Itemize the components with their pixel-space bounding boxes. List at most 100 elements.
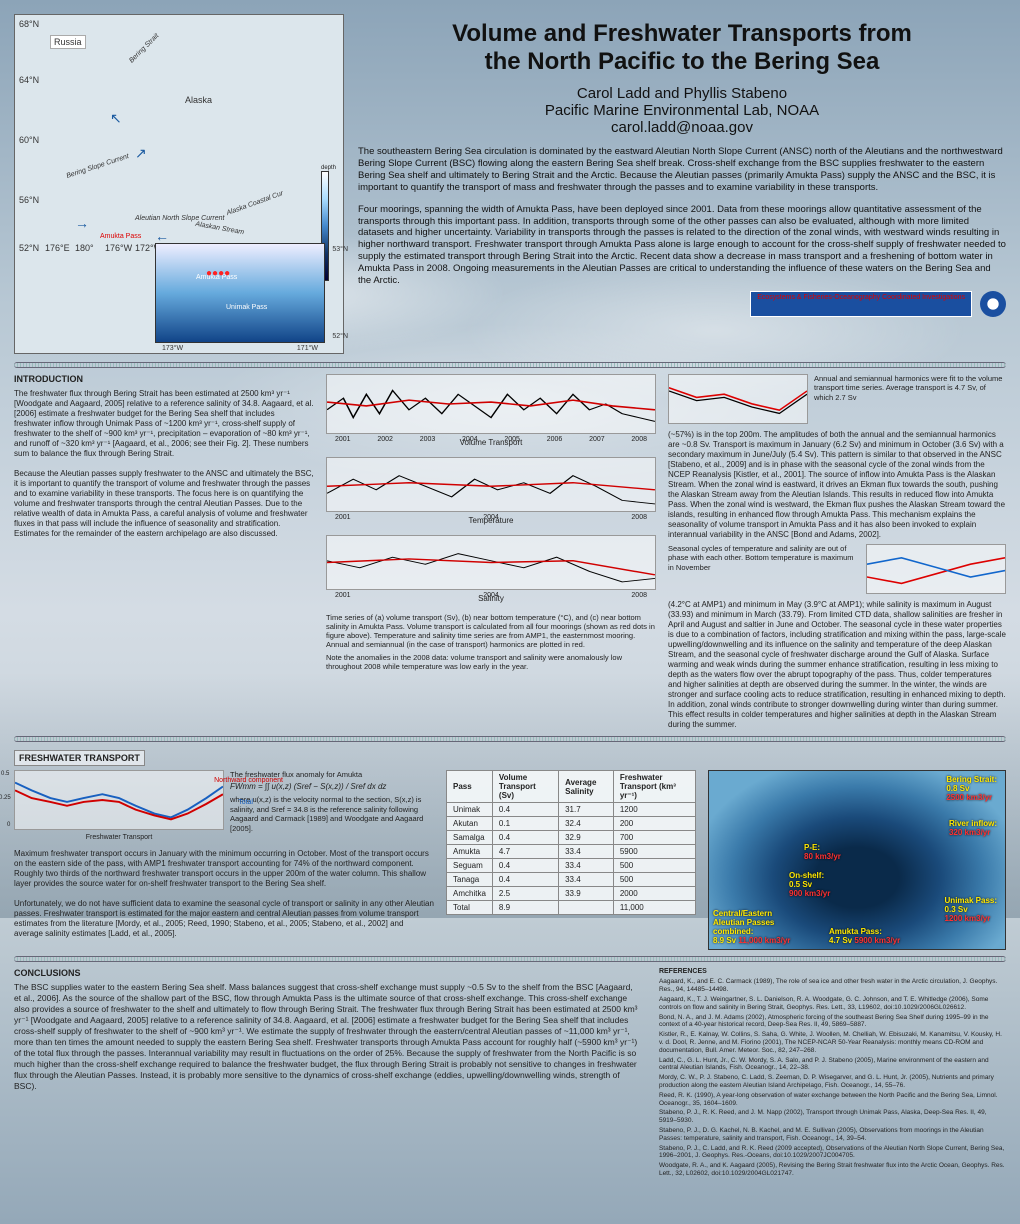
ansc-label: Aleutian North Slope Current — [135, 215, 225, 222]
year-tick: 2007 — [589, 436, 605, 443]
alaska-label: Alaska — [185, 95, 212, 105]
table-cell: 700 — [613, 831, 695, 845]
conclusions-column: CONCLUSIONS The BSC supplies water to th… — [14, 968, 639, 1180]
reference-entry: Reed, R. K. (1990), A year-long observat… — [659, 1092, 1006, 1108]
map-bering-strait: Bering Strait: 0.8 Sv 2500 km3/yr — [946, 775, 997, 802]
lbl-text: Amukta Pass: — [829, 927, 882, 936]
reference-entry: Kistler, R., E. Kalnay, W. Collins, S. S… — [659, 1031, 1006, 1054]
table-cell: 31.7 — [559, 803, 614, 817]
lbl-text: 11,000 km3/yr — [738, 936, 790, 945]
pass-transport-table: Pass Volume Transport (Sv) Average Salin… — [446, 770, 696, 915]
title-line-2: the North Pacific to the Bering Sea — [485, 48, 880, 75]
year-tick: 2004 — [483, 592, 499, 599]
table-cell: 8.9 — [492, 901, 558, 915]
chart-volume-transport: 2001 2002 2003 2004 2005 2006 2007 2008 — [326, 374, 656, 434]
ft-left-p1: Maximum freshwater transport occurs in J… — [14, 849, 434, 889]
lbl-text: P-E: — [804, 843, 820, 852]
table-cell: 5900 — [613, 845, 695, 859]
title-column: Volume and Freshwater Transports from th… — [358, 14, 1006, 354]
ft-ytick-025: 0.25 — [0, 795, 11, 803]
table-row: Total8.9 11,000 — [447, 901, 696, 915]
lat-60n: 60°N — [19, 135, 39, 145]
affiliation: Pacific Marine Environmental Lab, NOAA — [358, 102, 1006, 119]
table-row: Akutan0.132.4200 — [447, 817, 696, 831]
table-cell: 2000 — [613, 887, 695, 901]
table-cell: 11,000 — [613, 901, 695, 915]
lbl-text: Unimak Pass: — [945, 896, 997, 905]
map-amukta: Amukta Pass: 4.7 Sv 5900 km3/yr — [829, 927, 900, 945]
section-divider — [14, 362, 1006, 368]
reference-entry: Bond, N. A., and J. M. Adams (2002), Atm… — [659, 1014, 1006, 1030]
lat-68n: 68°N — [19, 19, 39, 29]
vt-intro-p2: Because the Aleutian passes supply fresh… — [14, 469, 314, 539]
lbl-text: 320 km3/yr — [949, 828, 990, 837]
lat-64n: 64°N — [19, 75, 39, 85]
chart-salinity: 2001 2004 2008 — [326, 535, 656, 590]
lbl-text: 2500 km3/yr — [946, 793, 992, 802]
ft-left-column: Northward component Total 0.5 0.25 0 The… — [14, 770, 434, 950]
year-tick: 2006 — [547, 436, 563, 443]
table-row: Samalga0.432.9700 — [447, 831, 696, 845]
intro-paragraph-1: The southeastern Bering Sea circulation … — [358, 146, 1006, 194]
bering-strait-label: Bering Strait — [128, 32, 160, 64]
chart-b-svg — [327, 458, 655, 511]
lbl-text: Central/Eastern Aleutian Passes combined… — [713, 909, 774, 936]
lbl-text: 80 km3/yr — [804, 852, 841, 861]
reference-entry: Stabeno, P. J., D. G. Kachel, N. B. Kach… — [659, 1127, 1006, 1143]
ft-ytick-05: 0.5 — [1, 771, 9, 779]
table-cell: 500 — [613, 859, 695, 873]
ft-chart-xlabel: Freshwater Transport — [14, 834, 224, 843]
current-arrow-icon: ↗ — [135, 145, 147, 162]
vt-right-p3-lead: Seasonal cycles of temperature and salin… — [668, 544, 860, 596]
intro-paragraph-2: Four moorings, spanning the width of Amu… — [358, 204, 1006, 287]
lbl-text: On-shelf: — [789, 871, 824, 880]
lbl-text: 8.9 Sv — [713, 936, 736, 945]
amukta-label: Amukta Pass — [100, 233, 141, 240]
depth-legend-title: depth — [321, 165, 339, 171]
table-row: Seguam0.433.4500 — [447, 859, 696, 873]
table-cell: 200 — [613, 817, 695, 831]
chart-a-xaxis: 2001 2002 2003 2004 2005 2006 2007 2008 — [327, 436, 655, 443]
bsc-label: Bering Slope Current — [66, 153, 130, 180]
map-onshelf: On-shelf: 0.5 Sv 900 km3/yr — [789, 871, 830, 898]
freshwater-section: FRESHWATER TRANSPORT Northward component… — [14, 748, 1006, 950]
year-tick: 2001 — [335, 592, 351, 599]
mini-chart-seasonal-ts — [866, 544, 1006, 594]
table-cell: Total — [447, 901, 493, 915]
table-cell: 0.4 — [492, 831, 558, 845]
table-cell: Unimak — [447, 803, 493, 817]
alaskan-stream-label: Alaskan Stream — [195, 221, 245, 236]
chart-a-svg — [327, 375, 655, 433]
map-unimak: Unimak Pass: 0.3 Sv 1200 km3/yr — [945, 896, 997, 923]
noaa-logo-icon — [980, 291, 1006, 317]
current-arrow-icon: ↖ — [110, 110, 122, 127]
inset-lat-53n: 53°N — [332, 246, 348, 253]
table-cell: 500 — [613, 873, 695, 887]
chart-freshwater-seasonal: Northward component Total 0.5 0.25 0 — [14, 770, 224, 830]
references-heading: REFERENCES — [659, 968, 1006, 976]
vt-right-column: Annual and semiannual harmonics were fit… — [668, 374, 1006, 730]
table-row: Amukta4.733.45900 — [447, 845, 696, 859]
map-river-inflow: River inflow: 320 km3/yr — [949, 819, 997, 837]
lon-176w: 176°W — [105, 243, 132, 253]
reference-entry: Ladd, C., G. L. Hunt, Jr., C. W. Mordy, … — [659, 1057, 1006, 1073]
lbl-text: Bering Strait: — [946, 775, 997, 784]
program-badge: Ecosystems & Fisheries-Oceanography Coor… — [750, 291, 972, 317]
year-tick: 2005 — [504, 436, 520, 443]
lat-52n: 52°N — [19, 243, 39, 253]
bottom-row: CONCLUSIONS The BSC supplies water to th… — [14, 968, 1006, 1180]
inset-lon-171w: 171°W — [297, 345, 318, 352]
lbl-text: River inflow: — [949, 819, 997, 828]
table-row: Tanaga0.433.4500 — [447, 873, 696, 887]
vt-right-p3-tail: (4.2°C at AMP1) and minimum in May (3.9°… — [668, 600, 1006, 730]
volume-transport-section: INTRODUCTION The freshwater flux through… — [14, 374, 1006, 730]
table-cell: 32.4 — [559, 817, 614, 831]
inset-lon-173w: 173°W — [162, 345, 183, 352]
table-cell: 33.9 — [559, 887, 614, 901]
chart-temperature: 2001 2004 2008 — [326, 457, 656, 512]
chart-c-svg — [327, 536, 655, 589]
lbl-text: 900 km3/yr — [789, 889, 830, 898]
table-cell: Tanaga — [447, 873, 493, 887]
acc-label: Alaska Coastal Cur — [226, 190, 285, 217]
year-tick: 2008 — [631, 592, 647, 599]
